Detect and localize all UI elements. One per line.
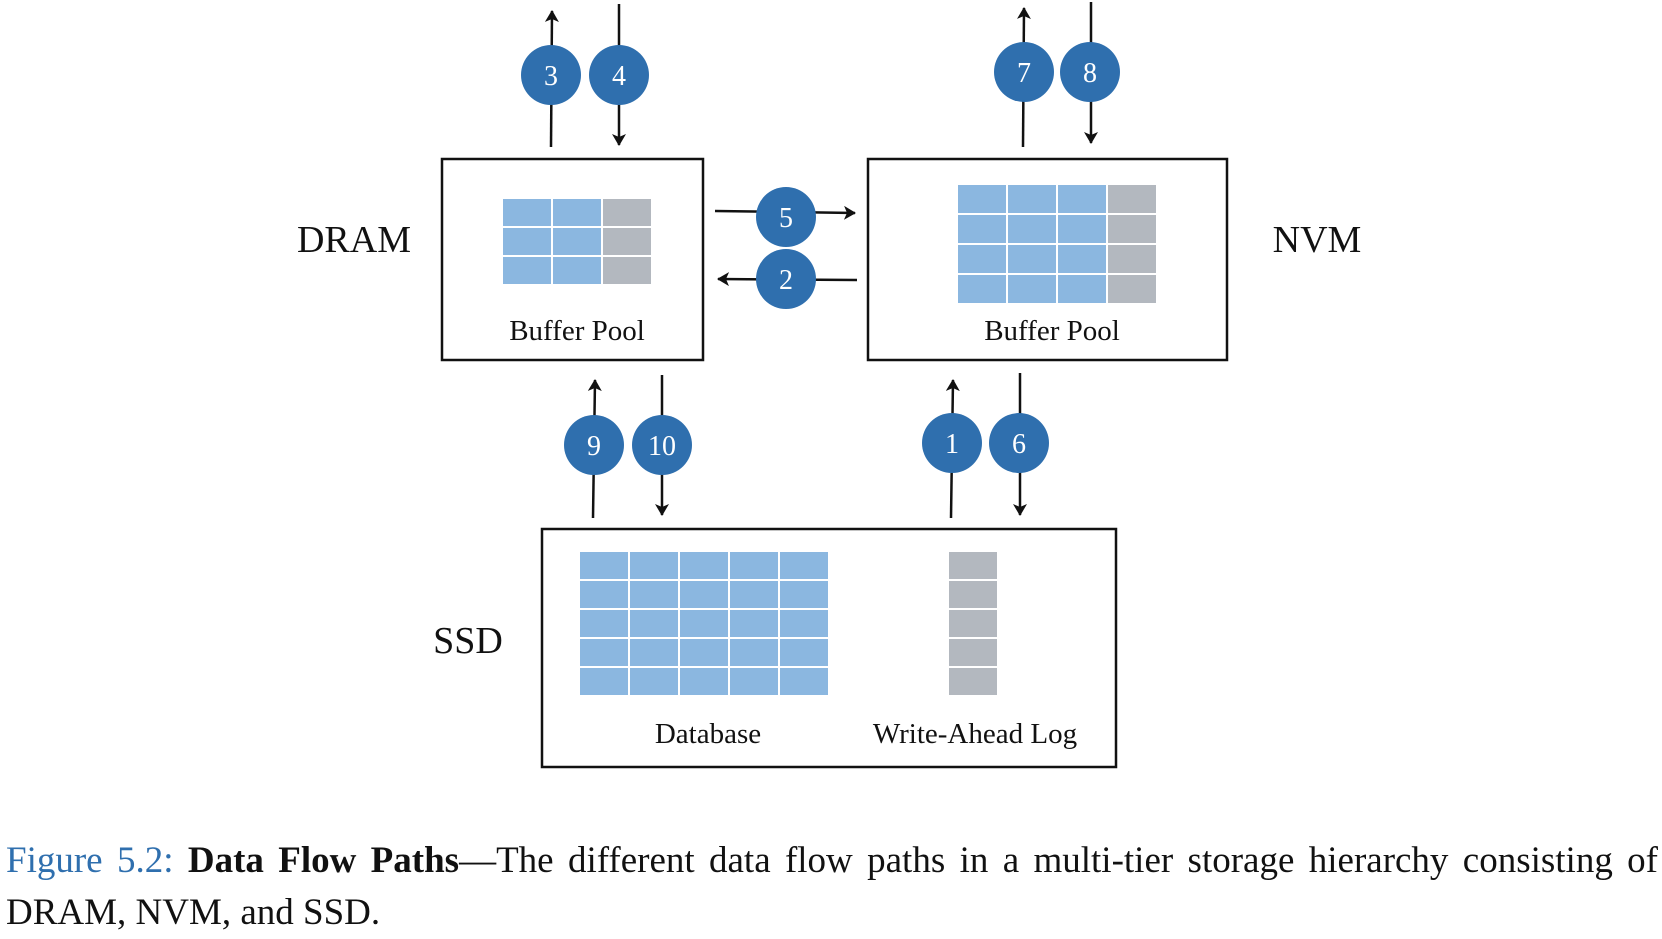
grid-cell	[578, 666, 630, 697]
grid-cell	[1006, 213, 1058, 245]
write-ahead-log-label: Write-Ahead Log	[873, 718, 1077, 750]
grid-cell	[578, 550, 630, 581]
path-8-number: 8	[1083, 58, 1097, 89]
grid-cell	[947, 608, 999, 639]
path-6-badge: 6	[989, 413, 1049, 473]
grid-cell	[947, 550, 999, 581]
grid-cell	[501, 226, 553, 257]
grid-cell	[628, 637, 680, 668]
grid-cell	[628, 608, 680, 639]
grid-cell	[551, 197, 603, 228]
grid-cell	[947, 579, 999, 610]
path-2-number: 2	[779, 265, 793, 296]
grid-cell	[1106, 213, 1158, 245]
grid-cell	[1006, 183, 1058, 215]
grid-cell	[728, 637, 780, 668]
data-flow-diagram: DRAM NVM SSD Buffer Pool Buffer Pool Dat…	[297, 2, 1362, 769]
grid-cell	[551, 255, 603, 286]
nvm-buffer-pool-grid	[956, 183, 1158, 305]
dram-buffer-pool-grid	[501, 197, 653, 286]
path-4-badge: 4	[589, 45, 649, 105]
path-7-number: 7	[1017, 58, 1031, 89]
grid-cell	[678, 637, 730, 668]
grid-cell	[956, 213, 1008, 245]
grid-cell	[551, 226, 603, 257]
path-9-number: 9	[587, 431, 601, 462]
grid-cell	[1106, 183, 1158, 215]
grid-cell	[628, 579, 680, 610]
path-5-badge: 5	[756, 187, 816, 247]
grid-cell	[1006, 243, 1058, 275]
grid-cell	[778, 550, 830, 581]
grid-cell	[678, 666, 730, 697]
database-label: Database	[655, 718, 761, 750]
nvm-tier-label: NVM	[1273, 219, 1362, 261]
grid-cell	[678, 608, 730, 639]
nvm-buffer-pool-label: Buffer Pool	[984, 315, 1120, 347]
grid-cell	[1056, 213, 1108, 245]
grid-cell	[1056, 243, 1108, 275]
ssd-tier-label: SSD	[433, 620, 503, 662]
path-1-badge: 1	[922, 413, 982, 473]
grid-cell	[728, 608, 780, 639]
path-1-number: 1	[945, 429, 959, 460]
grid-cell	[778, 637, 830, 668]
path-6-number: 6	[1012, 429, 1026, 460]
path-3-number: 3	[544, 61, 558, 92]
path-7-badge: 7	[994, 42, 1054, 102]
path-10-badge: 10	[632, 415, 692, 475]
path-2-badge: 2	[756, 249, 816, 309]
grid-cell	[956, 243, 1008, 275]
grid-cell	[778, 608, 830, 639]
grid-cell	[1056, 183, 1108, 215]
path-10-number: 10	[648, 431, 676, 462]
grid-cell	[601, 226, 653, 257]
grid-cell	[956, 273, 1008, 305]
grid-cell	[728, 579, 780, 610]
path-3-badge: 3	[521, 45, 581, 105]
grid-cell	[1006, 273, 1058, 305]
figure-title: Data Flow Paths	[187, 840, 460, 881]
grid-cell	[628, 666, 680, 697]
grid-cell	[1056, 273, 1108, 305]
grid-cell	[678, 579, 730, 610]
path-8-badge: 8	[1060, 42, 1120, 102]
figure-number: Figure 5.2:	[6, 840, 174, 881]
dram-buffer-pool-label: Buffer Pool	[509, 315, 645, 347]
dram-tier-label: DRAM	[297, 219, 411, 261]
grid-cell	[578, 579, 630, 610]
grid-cell	[578, 608, 630, 639]
grid-cell	[1106, 243, 1158, 275]
grid-cell	[1106, 273, 1158, 305]
path-5-number: 5	[779, 203, 793, 234]
grid-cell	[947, 666, 999, 697]
ssd-wal-grid	[947, 550, 999, 697]
grid-cell	[728, 550, 780, 581]
grid-cell	[628, 550, 680, 581]
grid-cell	[601, 255, 653, 286]
grid-cell	[578, 637, 630, 668]
path-4-number: 4	[612, 61, 626, 92]
grid-cell	[947, 637, 999, 668]
path-9-badge: 9	[564, 415, 624, 475]
grid-cell	[501, 197, 553, 228]
figure-caption: Figure 5.2: Data Flow Paths—The differen…	[6, 835, 1658, 939]
grid-cell	[778, 666, 830, 697]
grid-cell	[678, 550, 730, 581]
grid-cell	[601, 197, 653, 228]
grid-cell	[778, 579, 830, 610]
ssd-database-grid	[578, 550, 830, 697]
grid-cell	[501, 255, 553, 286]
grid-cell	[728, 666, 780, 697]
grid-cell	[956, 183, 1008, 215]
